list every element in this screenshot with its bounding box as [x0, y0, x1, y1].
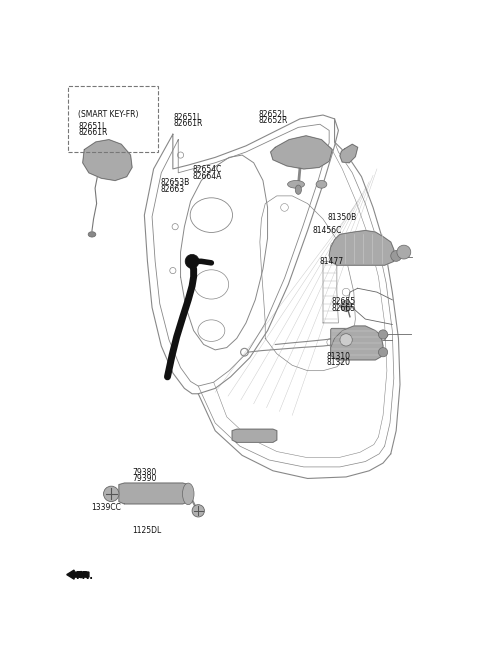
Circle shape: [192, 505, 204, 517]
Text: 82652R: 82652R: [259, 116, 288, 125]
FancyBboxPatch shape: [331, 328, 363, 351]
Circle shape: [378, 330, 388, 339]
FancyArrow shape: [67, 570, 89, 579]
Ellipse shape: [182, 483, 194, 505]
Text: 82655: 82655: [331, 297, 355, 306]
Text: 82665: 82665: [331, 304, 355, 313]
Bar: [68, 87, 158, 152]
Circle shape: [185, 254, 199, 268]
Text: 81310: 81310: [326, 351, 350, 361]
Text: FR.: FR.: [75, 571, 93, 581]
Text: 82651L: 82651L: [174, 113, 202, 122]
Polygon shape: [83, 140, 132, 181]
Polygon shape: [329, 231, 394, 265]
Circle shape: [340, 334, 352, 346]
Text: 81456C: 81456C: [312, 226, 342, 235]
Text: 82661R: 82661R: [79, 129, 108, 137]
Polygon shape: [119, 483, 188, 504]
Ellipse shape: [295, 185, 301, 194]
Circle shape: [378, 348, 388, 357]
Text: 1125DL: 1125DL: [132, 526, 161, 535]
Circle shape: [391, 250, 402, 261]
Text: 82651L: 82651L: [79, 122, 107, 131]
Text: 1339CC: 1339CC: [92, 503, 121, 512]
Text: 81477: 81477: [320, 258, 344, 267]
Ellipse shape: [88, 232, 96, 237]
Text: (SMART KEY-FR): (SMART KEY-FR): [78, 110, 138, 119]
Polygon shape: [331, 326, 383, 360]
Text: 82663: 82663: [161, 185, 185, 194]
Polygon shape: [232, 429, 277, 442]
Ellipse shape: [316, 181, 327, 188]
Text: 79390: 79390: [132, 474, 156, 484]
Text: 82652L: 82652L: [259, 110, 287, 119]
Text: 81320: 81320: [326, 358, 350, 367]
Text: 82661R: 82661R: [174, 120, 204, 128]
Text: 79380: 79380: [132, 468, 156, 477]
Text: 82664A: 82664A: [192, 172, 222, 181]
Circle shape: [341, 301, 351, 311]
Polygon shape: [340, 145, 358, 163]
Circle shape: [397, 245, 411, 259]
Text: 81350B: 81350B: [327, 213, 357, 222]
Ellipse shape: [288, 181, 304, 188]
Polygon shape: [271, 136, 332, 169]
Text: 82654C: 82654C: [192, 166, 222, 174]
Circle shape: [104, 486, 119, 501]
Text: 82653B: 82653B: [161, 178, 190, 187]
